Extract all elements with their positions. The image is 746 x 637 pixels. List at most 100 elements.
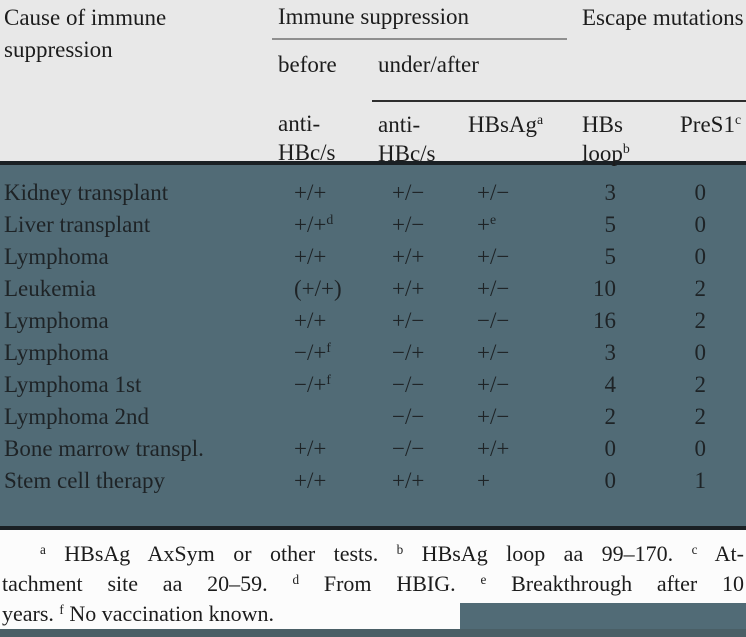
table-row: Bone marrow transpl. +/+ −/− +/+ 0 0 (0, 433, 746, 465)
footnote-marker-d: d (292, 571, 300, 587)
cell-hbsag: + (477, 468, 490, 493)
col-header-cause: Cause of immune suppression (4, 5, 167, 62)
cell-hbs-loop: 5 (604, 212, 617, 237)
col-header-hbs-loop: HBs loopb (582, 112, 630, 166)
subheader-before: before (278, 52, 337, 77)
cell-before: +/+ (294, 468, 327, 493)
cell-hbsag: +/− (477, 276, 510, 301)
cell-cause: Lymphoma (4, 340, 109, 365)
cell-cause: Kidney transplant (4, 180, 169, 205)
cell-before: −/+f (294, 340, 331, 365)
cell-under-after: −/− (392, 436, 425, 461)
table-row: Lymphoma −/+f −/+ +/− 3 0 (0, 337, 746, 369)
cell-pres1: 2 (694, 372, 707, 397)
cell-before: +/+ (294, 244, 327, 269)
cell-cause: Bone marrow transpl. (4, 436, 204, 461)
cell-pres1: 2 (694, 404, 707, 429)
cell-hbs-loop: 0 (604, 436, 617, 461)
cell-hbs-loop: 2 (604, 404, 617, 429)
cell-hbs-loop: 16 (593, 308, 616, 333)
cell-under-after: +/+ (392, 276, 425, 301)
cell-hbsag: +e (477, 212, 497, 237)
cell-hbsag: +/− (477, 372, 510, 397)
cell-hbsag: −/− (477, 308, 510, 333)
group-header-escape-mutations: Escape mutations (567, 0, 746, 102)
cell-hbs-loop: 4 (604, 372, 617, 397)
cell-under-after: +/+ (392, 468, 425, 493)
table-row: Kidney transplant +/+ +/− +/− 3 0 (0, 177, 746, 209)
cell-under-after: +/− (392, 308, 425, 333)
cell-pres1: 2 (694, 276, 707, 301)
cell-under-after: +/− (392, 180, 425, 205)
cell-under-after: +/− (392, 212, 425, 237)
cell-pres1: 0 (694, 436, 707, 461)
cell-before: +/+ (294, 308, 327, 333)
cell-pres1: 0 (694, 244, 707, 269)
bottom-strip (0, 629, 746, 637)
cell-pres1: 2 (694, 308, 707, 333)
cell-under-after: −/+ (392, 340, 425, 365)
cell-pres1: 0 (694, 180, 707, 205)
footnote-line-2: tachment site aa 20–59. d From HBIG. e B… (2, 571, 745, 596)
cell-before: +/+ (294, 180, 327, 205)
cell-under-after: −/− (392, 372, 425, 397)
cell-hbs-loop: 0 (604, 468, 617, 493)
cell-hbs-loop: 10 (593, 276, 616, 301)
footnote-marker-f: f (59, 601, 64, 617)
cell-cause: Lymphoma 2nd (4, 404, 150, 429)
footnote-marker-b: b (396, 541, 404, 557)
table-row: Lymphoma +/+ +/− −/− 16 2 (0, 305, 746, 337)
table-row: Lymphoma +/+ +/+ +/− 5 0 (0, 241, 746, 273)
table-row: Stem cell therapy +/+ +/+ + 0 1 (0, 465, 746, 497)
table-row: Lymphoma 2nd −/− +/− 2 2 (0, 401, 746, 433)
cell-before-merged: −/+f (294, 372, 331, 397)
table-rule-bottom (0, 526, 746, 530)
cell-hbsag: +/− (477, 340, 510, 365)
footnote-marker-b: b (622, 141, 630, 157)
cell-hbs-loop: 3 (604, 340, 617, 365)
cell-cause: Lymphoma (4, 308, 109, 333)
cell-hbsag: +/− (477, 180, 510, 205)
cell-cause: Leukemia (4, 276, 96, 301)
footnote-marker-e: e (480, 571, 487, 587)
footnote-marker-c: c (691, 541, 698, 557)
cell-cause: Lymphoma (4, 244, 109, 269)
col-header-pres1: PreS1c (680, 112, 742, 137)
cell-hbsag: +/− (477, 404, 510, 429)
table-body: Kidney transplant +/+ +/− +/− 3 0 Liver … (0, 165, 746, 526)
col-header-hbsag: HBsAga (468, 112, 544, 137)
group-header-immune-suppression: Immune suppression (272, 0, 567, 40)
col-header-anti-hbcs-under: anti-HBc/s (378, 112, 436, 166)
table-row: Lymphoma 1st −/+f −/− +/− 4 2 (0, 369, 746, 401)
table-header: Cause of immune suppression Immune suppr… (0, 0, 746, 166)
cell-under-after: +/+ (392, 244, 425, 269)
cell-hbsag: +/+ (477, 436, 510, 461)
cell-before: +/+ (294, 436, 327, 461)
table-row: Leukemia (+/+) +/+ +/− 10 2 (0, 273, 746, 305)
footnote-line-1: a HBsAg AxSym or other tests. b HBsAg lo… (40, 541, 744, 566)
footnote-line-3: years. f No vaccination known. (2, 601, 274, 626)
subheader-under-after: under/after (372, 39, 567, 102)
cell-before: +/+d (294, 212, 334, 237)
body-table: Kidney transplant +/+ +/− +/− 3 0 Liver … (0, 177, 746, 497)
cell-pres1: 1 (694, 468, 707, 493)
cell-hbsag: +/− (477, 244, 510, 269)
footnote-marker-c: c (734, 112, 742, 128)
cell-under-after: −/− (392, 404, 425, 429)
cell-hbs-loop: 3 (604, 180, 617, 205)
header-table: Cause of immune suppression Immune suppr… (0, 0, 746, 185)
cell-cause: Stem cell therapy (4, 468, 165, 493)
table-rule-top (0, 161, 746, 165)
table-row: Liver transplant +/+d +/− +e 5 0 (0, 209, 746, 241)
cell-before: (+/+) (294, 276, 342, 301)
footnote-marker-a: a (537, 112, 544, 128)
cell-cause: Lymphoma 1st (4, 372, 142, 397)
footnotes: a HBsAg AxSym or other tests. b HBsAg lo… (0, 530, 746, 637)
col-header-anti-hbcs-before: anti-HBc/s (278, 111, 336, 165)
cell-cause: Liver transplant (4, 212, 151, 237)
cell-pres1: 0 (694, 340, 707, 365)
cell-hbs-loop: 5 (604, 244, 617, 269)
cell-pres1: 0 (694, 212, 707, 237)
footnote-marker-a: a (40, 541, 46, 557)
